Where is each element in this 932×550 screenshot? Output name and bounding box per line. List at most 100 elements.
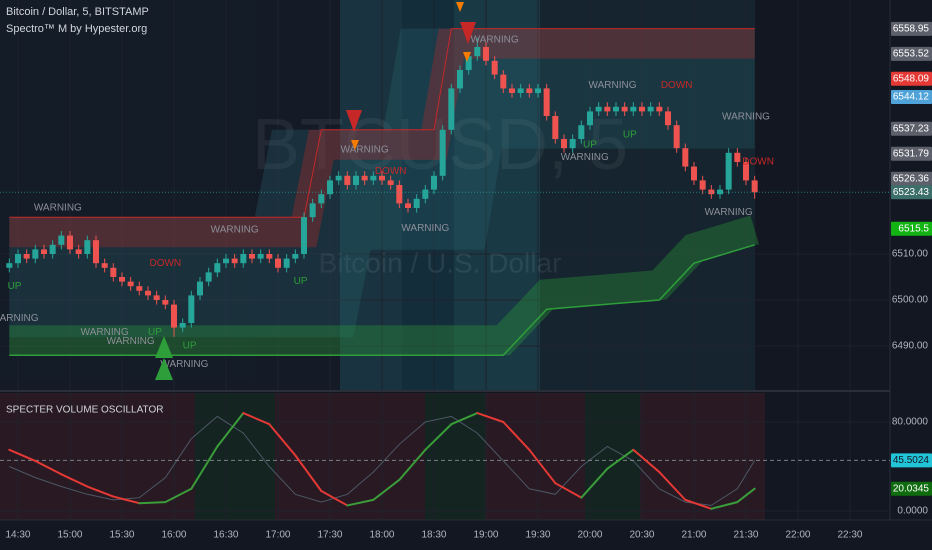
sell-signal <box>351 140 359 150</box>
candle-body <box>456 70 463 89</box>
candle-body <box>630 106 637 112</box>
x-tick-label: 19:00 <box>473 530 498 541</box>
signal-label: WARNING <box>705 207 753 218</box>
x-tick-label: 17:30 <box>317 530 342 541</box>
oscillator-segment <box>138 501 167 505</box>
channel-band <box>9 28 755 338</box>
signal-label: DOWN <box>375 166 407 177</box>
shade <box>0 393 195 520</box>
candle-body <box>240 253 247 264</box>
shade <box>585 393 640 520</box>
price-tag <box>891 71 932 86</box>
candle-body <box>58 235 65 245</box>
candle-body <box>578 125 585 139</box>
oscillator-segment <box>216 412 245 448</box>
candle-body <box>500 74 507 89</box>
oscillator-segment <box>372 478 401 501</box>
price-tag <box>891 90 932 105</box>
x-tick-label: 22:30 <box>837 530 862 541</box>
price-tag <box>891 221 932 236</box>
price-tag-label: 6553.52 <box>893 48 930 59</box>
candle-body <box>118 276 125 282</box>
signal-label: WARNING <box>561 152 609 163</box>
candle-body <box>742 161 749 181</box>
x-tick-label: 20:00 <box>577 530 602 541</box>
oscillator-segment <box>346 498 375 507</box>
candle-body <box>612 106 619 112</box>
candle-body <box>638 106 645 112</box>
x-tick-label: 17:00 <box>265 530 290 541</box>
sell-signal <box>463 52 471 62</box>
candle-body <box>422 189 429 199</box>
candle-body <box>725 152 732 190</box>
candle-body <box>153 295 160 300</box>
candle-body <box>292 253 299 259</box>
x-tick-label: 15:30 <box>109 530 134 541</box>
signal-label: UP <box>183 341 197 352</box>
price-tag-label: 6523.43 <box>893 187 930 198</box>
candle-body <box>517 88 524 94</box>
candle-body <box>222 258 229 264</box>
candle-body <box>92 240 99 264</box>
candle-body <box>75 249 82 254</box>
y-tick-label: 0.0000 <box>897 506 928 517</box>
oscillator-segment <box>242 412 271 426</box>
oscillator-line <box>9 415 756 506</box>
price-tag-label: 6558.95 <box>893 23 930 34</box>
candle-body <box>508 88 515 94</box>
candle-body <box>23 253 30 259</box>
oscillator-segment <box>112 495 141 505</box>
candle-body <box>621 106 628 112</box>
signal-label: WARNING <box>722 112 770 123</box>
x-tick-label: 18:00 <box>369 530 394 541</box>
price-tag-label: 6526.36 <box>893 173 930 184</box>
y-tick-label: 80.0000 <box>892 417 929 428</box>
candle-body <box>569 138 576 149</box>
candle-body <box>647 106 654 112</box>
candle-body <box>673 125 680 149</box>
shade <box>275 393 425 520</box>
candle-body <box>396 184 403 204</box>
buy-signal <box>155 336 173 358</box>
signal-label: WARNING <box>160 359 208 370</box>
candle-body <box>283 258 290 268</box>
oscillator-segment <box>320 489 349 507</box>
x-tick-label: 16:30 <box>213 530 238 541</box>
chart-title: Bitcoin / Dollar, 5, BITSTAMP <box>6 6 149 18</box>
signal-label: UP <box>623 130 637 141</box>
oscillator-segment <box>190 445 219 490</box>
oscillator-segment <box>424 423 453 451</box>
signal-label: WARNING <box>0 313 39 324</box>
candle-body <box>604 106 611 112</box>
candle-body <box>144 290 151 296</box>
lower-band <box>9 215 760 356</box>
x-tick-label: 14:30 <box>5 530 30 541</box>
oscillator-segment <box>450 412 479 426</box>
price-tag-label: 6537.23 <box>893 123 930 134</box>
price-tag <box>891 121 932 136</box>
candle-body <box>526 88 533 94</box>
candle-body <box>40 249 47 254</box>
oscillator-segment <box>86 485 115 498</box>
candle-body <box>370 175 377 181</box>
oscillator-segment <box>502 421 531 451</box>
signal-label: WARNING <box>107 336 155 347</box>
value-tag <box>891 481 932 496</box>
oscillator-segment <box>60 473 89 488</box>
oscillator-title: SPECTER VOLUME OSCILLATOR <box>6 405 163 416</box>
price-tag <box>891 171 932 186</box>
oscillator-segment <box>580 467 609 499</box>
candle-body <box>430 175 437 190</box>
candle-body <box>751 180 758 193</box>
candle-body <box>32 249 39 259</box>
candle-body <box>734 152 741 162</box>
candle-body <box>716 189 723 195</box>
candle-body <box>274 258 281 268</box>
signal-label: WARNING <box>34 203 82 214</box>
watermark-sub: Bitcoin / U.S. Dollar <box>319 247 562 278</box>
candle-body <box>127 281 134 287</box>
candle-body <box>699 180 706 190</box>
candle-body <box>491 60 498 75</box>
lower-line <box>9 244 755 356</box>
oscillator-segment <box>554 482 583 499</box>
